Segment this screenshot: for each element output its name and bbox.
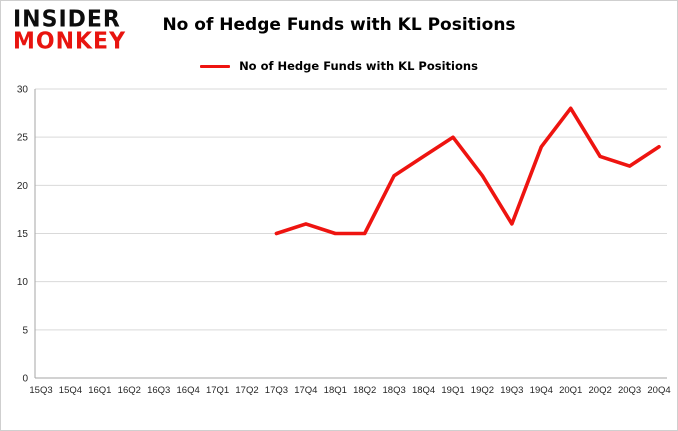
x-tick-label: 18Q4: [412, 385, 435, 396]
logo-text-insider: INSIDER: [13, 6, 121, 33]
x-tick-label: 18Q2: [353, 385, 376, 396]
x-tick-label: 16Q2: [118, 385, 141, 396]
x-tick-label: 15Q4: [59, 385, 82, 396]
x-tick-label: 20Q4: [647, 385, 670, 396]
x-tick-label: 18Q1: [324, 385, 347, 396]
x-tick-label: 19Q1: [441, 385, 464, 396]
x-tick-label: 20Q2: [589, 385, 612, 396]
series-line: [274, 106, 661, 236]
chart-title: No of Hedge Funds with KL Positions: [162, 15, 516, 35]
x-tick-label: 17Q1: [206, 385, 229, 396]
y-tick-label: 0: [22, 374, 28, 385]
x-tick-label: 17Q2: [235, 385, 258, 396]
insider-monkey-logo: INSIDER MONKEY: [13, 6, 127, 56]
x-tick-label: 19Q2: [471, 385, 494, 396]
x-tick-label: 19Q4: [530, 385, 553, 396]
x-tick-label: 17Q3: [265, 385, 288, 396]
y-tick-label: 10: [17, 277, 29, 288]
legend-label: No of Hedge Funds with KL Positions: [239, 59, 478, 73]
x-tick-label: 19Q3: [500, 385, 523, 396]
x-tick-label: 20Q3: [618, 385, 641, 396]
legend: No of Hedge Funds with KL Positions: [1, 59, 677, 73]
y-tick-label: 15: [17, 229, 29, 240]
x-tick-label: 17Q4: [294, 385, 317, 396]
x-tick-label: 16Q4: [177, 385, 200, 396]
y-tick-label: 25: [17, 133, 29, 144]
y-tick-label: 30: [17, 85, 29, 96]
legend-line-swatch: [200, 64, 231, 68]
x-tick-label: 16Q1: [88, 385, 111, 396]
x-tick-label: 16Q3: [147, 385, 170, 396]
x-tick-label: 20Q1: [559, 385, 582, 396]
y-tick-label: 5: [22, 325, 28, 336]
y-tick-label: 20: [17, 181, 29, 192]
x-tick-label: 15Q3: [29, 385, 52, 396]
logo-text-monkey: MONKEY: [13, 28, 127, 56]
x-tick-label: 18Q3: [383, 385, 406, 396]
